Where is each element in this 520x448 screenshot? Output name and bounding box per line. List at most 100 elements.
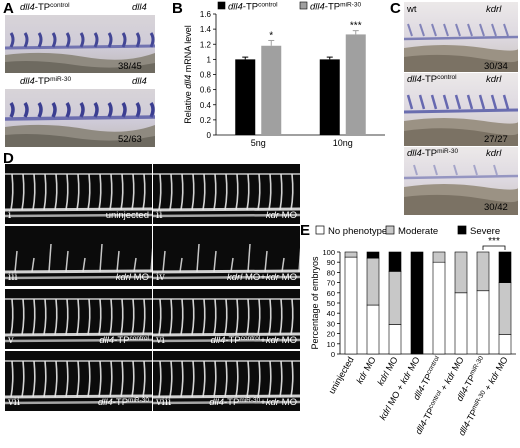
vessel-drawing: [5, 298, 152, 343]
isv-vessel: [131, 298, 135, 336]
vessel-drawing: [153, 173, 300, 218]
panel-c-wt-sample-label: wt: [407, 4, 417, 15]
isv-vessel: [257, 298, 261, 336]
y-tick-label: 0: [207, 131, 212, 140]
isv-vessel: [202, 173, 206, 211]
panel-d-stage-label: 28hpf: [20, 152, 44, 163]
isv-vessel: [120, 298, 124, 336]
y-tick-label: 0.8: [200, 71, 212, 80]
y-tick-label: 1.6: [200, 10, 212, 19]
isv-vessel: [290, 173, 294, 211]
isv-vessel: [246, 298, 250, 336]
isv-stub: [150, 247, 152, 273]
isv-vessel: [279, 173, 283, 211]
isv-vessel: [54, 298, 58, 336]
isv-stub: [298, 247, 300, 273]
axial-vessel: [153, 213, 300, 218]
isv-vessel: [158, 298, 162, 336]
y-tick-label: 70: [327, 279, 335, 288]
panel-c-mir30-gene-label: kdrl: [486, 148, 502, 159]
x-tick-label: kdr MO: [354, 355, 377, 386]
panel-c-wt-count: 30/34: [484, 61, 508, 72]
y-tick-label: 1: [207, 55, 212, 64]
panel-a-bottom-embryo-image: [5, 89, 155, 147]
panel-e-letter: E: [300, 222, 311, 239]
stacked-bar-segment: [476, 251, 490, 292]
isv-vessel: [158, 360, 162, 398]
stacked-bar-segment: [476, 290, 490, 355]
panel-b-chart: dll4-TPcontrol dll4-TPmiR-30 0 0.2 0.4 0.6 0.8…: [180, 0, 390, 160]
significance-mark: ***: [488, 236, 500, 247]
vessel-group: [5, 360, 152, 405]
legend-label: dll4-TPmiR-30: [310, 1, 361, 13]
bar: [319, 59, 340, 135]
isv-vessel: [191, 298, 195, 336]
isv-vessel: [87, 360, 91, 398]
panel-a-bottom-count: 52/63: [118, 134, 142, 145]
isv-vessel: [213, 360, 217, 398]
isv-vessel: [268, 173, 272, 211]
legend-label: Moderate: [398, 226, 438, 237]
bar: [261, 45, 282, 136]
isv-vessel: [98, 298, 102, 336]
vessel-group: [5, 243, 152, 280]
isv-vessel: [21, 173, 25, 211]
axial-vessel: [153, 207, 300, 212]
isv-vessel: [224, 360, 228, 398]
vessel-group: [153, 360, 300, 405]
y-axis-label: Percentage of embryos: [310, 256, 320, 350]
isv-vessel: [10, 360, 14, 398]
isv-vessel: [257, 360, 261, 398]
vessel-drawing: [153, 360, 300, 405]
isv-stub: [247, 243, 251, 273]
panel-d-image-label: kdrl MO: [115, 272, 149, 283]
x-tick-label: 5ng: [251, 138, 266, 148]
panel-d-image-iii: [5, 226, 152, 286]
isv-vessel: [169, 360, 173, 398]
isv-vessel: [43, 360, 47, 398]
panel-a-letter: A: [3, 0, 14, 17]
axial-vessel: [153, 338, 300, 343]
y-tick-label: 0: [331, 350, 335, 359]
isv-vessel: [235, 298, 239, 336]
isv-vessel: [54, 173, 58, 211]
y-tick-label: 100: [322, 248, 335, 257]
vessel-drawing: [153, 298, 300, 343]
legend-label: dll4-TPcontrol: [228, 1, 278, 13]
panel-a-top-count: 38/45: [118, 61, 142, 72]
panel-d-image-number: vi: [156, 335, 165, 346]
panel-d-image-number: v: [8, 335, 14, 346]
isv-vessel: [158, 173, 162, 211]
isv-vessel: [109, 360, 113, 398]
stacked-bar-segment: [454, 292, 468, 355]
legend-swatch: [299, 1, 308, 10]
isv-vessel: [191, 173, 195, 211]
isv-stub: [179, 257, 183, 273]
isv-vessel: [142, 298, 146, 336]
isv-stub: [31, 257, 35, 273]
panel-d-image-label: kdrl MO+kdr MO: [227, 272, 297, 283]
bar: [345, 34, 366, 136]
panel-d-image-i: [5, 164, 152, 224]
isv-vessel: [32, 298, 36, 336]
panel-d-image-v: [5, 289, 152, 349]
isv-stub: [213, 250, 217, 273]
isv-vessel: [43, 173, 47, 211]
panel-c-mir30-embryo-image: [404, 147, 518, 215]
isv-stub: [281, 257, 285, 273]
isv-vessel: [109, 173, 113, 211]
panel-d-image-number: iii: [8, 272, 18, 283]
panel-a-bottom-sample-label: dll4-TPmiR-30: [20, 76, 72, 87]
isv-vessel: [169, 173, 173, 211]
legend-label: Severe: [470, 226, 500, 237]
isv-vessel: [98, 173, 102, 211]
isv-vessel: [290, 298, 294, 336]
y-tick-label: 1.2: [200, 40, 212, 49]
y-tick-label: 50: [327, 299, 335, 308]
vessel-drawing: [5, 360, 152, 405]
axial-vessel: [5, 207, 152, 212]
panel-d-image-label: dll4-TPcontrol+kdr MO: [210, 335, 297, 346]
isv-vessel: [32, 360, 36, 398]
legend-swatch: [385, 225, 395, 235]
